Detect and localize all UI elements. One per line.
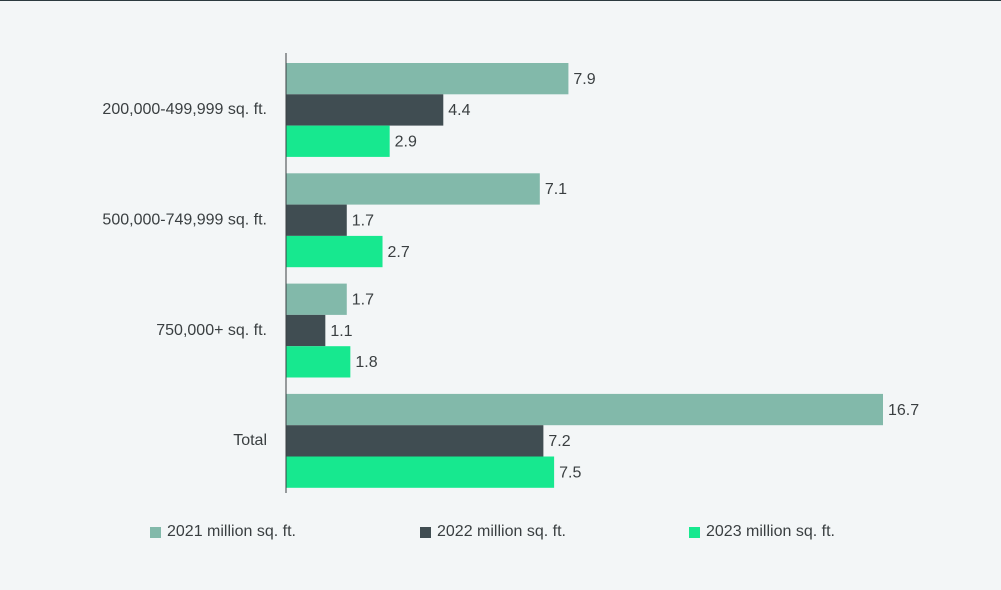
value-label-2022-total: 7.2	[548, 433, 570, 450]
legend-label-2022: 2022 million sq. ft.	[437, 523, 566, 540]
legend-item-2022: 2022 million sq. ft.	[420, 523, 566, 541]
legend-item-2023: 2023 million sq. ft.	[689, 523, 835, 541]
bar-2021-500-000-749-999-sq-ft	[286, 173, 540, 205]
bar-2022-200-000-499-999-sq-ft	[286, 94, 444, 126]
bar-2023-500-000-749-999-sq-ft	[286, 235, 383, 268]
legend-swatch-2022	[420, 526, 431, 538]
bar-2021-total	[286, 393, 883, 426]
legend-label-2023: 2023 million sq. ft.	[706, 523, 835, 540]
bar-2021-750-000-sq-ft	[286, 283, 347, 315]
category-label-750-000-sq-ft: 750,000+ sq. ft.	[156, 322, 267, 339]
category-label-500-000-749-999-sq-ft: 500,000-749,999 sq. ft.	[102, 211, 267, 228]
value-label-2023-total: 7.5	[559, 464, 581, 481]
value-label-2022-500-000-749-999-sq-ft: 1.7	[352, 212, 374, 229]
value-label-2023-750-000-sq-ft: 1.8	[355, 354, 377, 371]
bar-2023-200-000-499-999-sq-ft	[286, 125, 390, 157]
bar-2022-total	[286, 425, 544, 457]
value-label-2023-500-000-749-999-sq-ft: 2.7	[388, 244, 410, 261]
category-label-total: Total	[233, 432, 267, 449]
value-label-2022-750-000-sq-ft: 1.1	[330, 323, 352, 340]
legend-item-2021: 2021 million sq. ft.	[150, 523, 296, 541]
legend-label-2021: 2021 million sq. ft.	[167, 523, 296, 540]
bar-2022-500-000-749-999-sq-ft	[286, 204, 347, 236]
legend-swatch-2023	[689, 526, 700, 538]
bar-2022-750-000-sq-ft	[286, 314, 326, 347]
legend-swatch-2021	[150, 526, 161, 538]
value-label-2023-200-000-499-999-sq-ft: 2.9	[395, 133, 417, 150]
value-label-2021-750-000-sq-ft: 1.7	[352, 291, 374, 308]
bar-chart: 200,000-499,999 sq. ft. 500,000-749,999 s…	[102, 53, 919, 493]
bar-2021-200-000-499-999-sq-ft	[286, 63, 569, 95]
category-label-200-000-499-999-sq-ft: 200,000-499,999 sq. ft.	[102, 101, 267, 118]
value-label-2021-total: 16.7	[888, 402, 919, 419]
legend: 2021 million sq. ft. 2022 million sq. ft…	[0, 523, 1001, 547]
value-label-2021-200-000-499-999-sq-ft: 7.9	[573, 71, 595, 88]
value-label-2021-500-000-749-999-sq-ft: 7.1	[545, 181, 567, 198]
value-label-2022-200-000-499-999-sq-ft: 4.4	[448, 102, 470, 119]
bar-2023-total	[286, 456, 555, 488]
bar-2023-750-000-sq-ft	[286, 346, 351, 378]
